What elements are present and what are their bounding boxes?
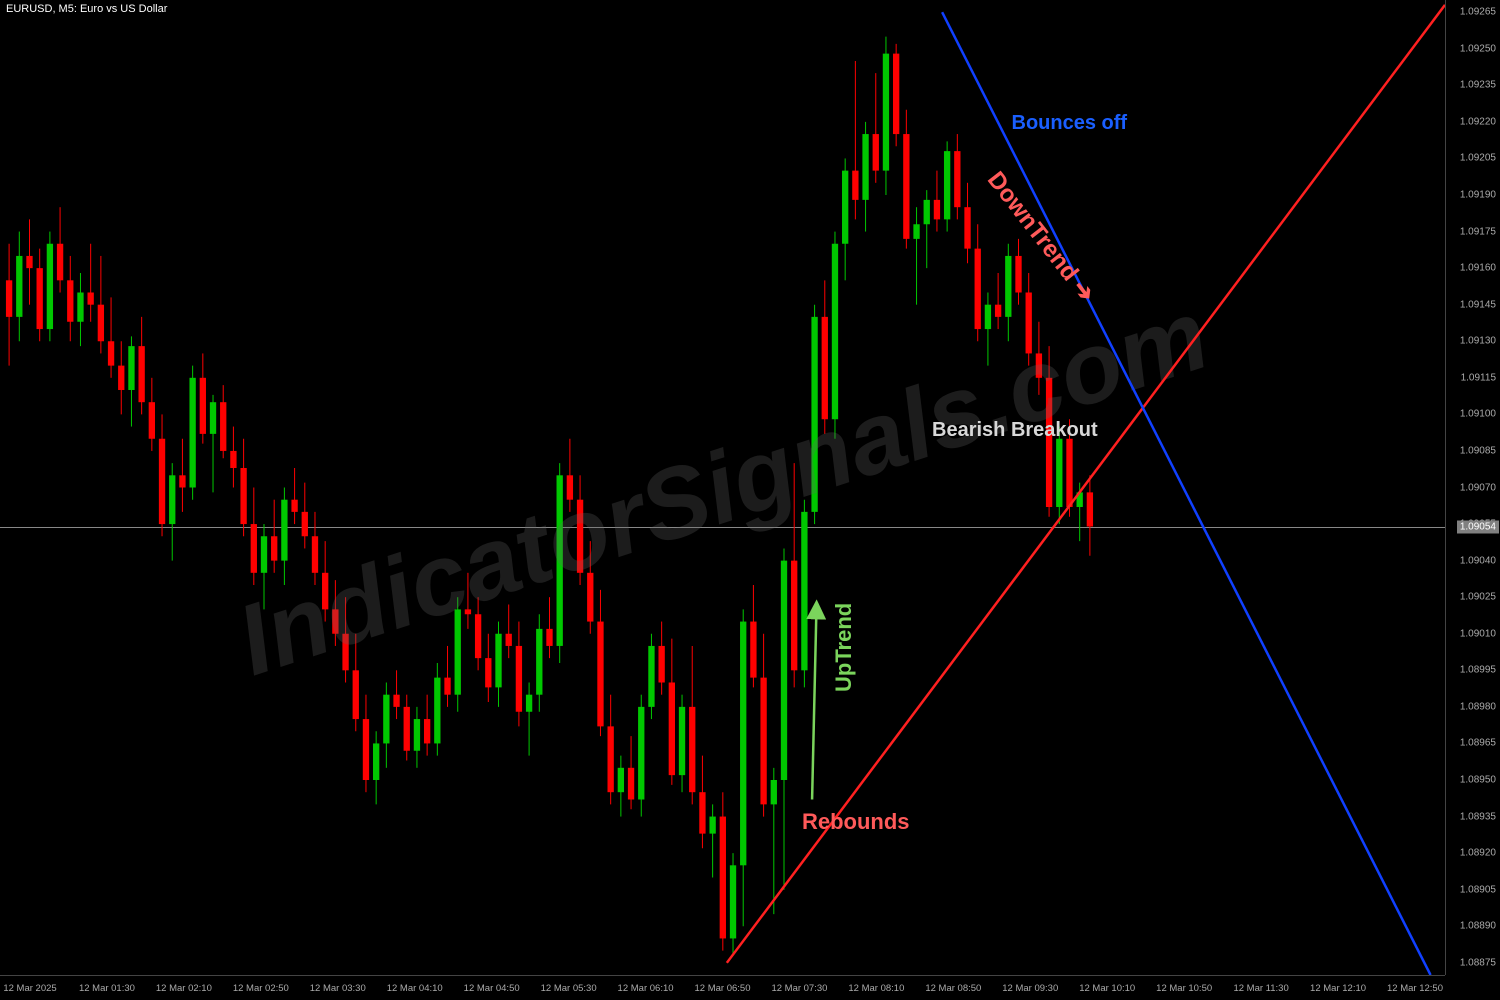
x-axis: 12 Mar 2025 12 Mar 01:30 12 Mar 02:10 12 Ma… [0,975,1445,1000]
y-tick-label: 1.08965 [1460,738,1496,749]
annotation-uptrend: UpTrend [831,603,857,692]
y-tick-label: 1.09100 [1460,409,1496,420]
y-tick-label: 1.08950 [1460,775,1496,786]
x-tick-label: 12 Mar 11:30 [1233,983,1288,994]
x-tick-label: 12 Mar 10:10 [1079,983,1135,994]
chart-title: EURUSD, M5: Euro vs US Dollar [6,3,167,15]
current-price-badge: 1.09054 [1457,520,1499,533]
x-tick-label: 12 Mar 07:30 [771,983,827,994]
annotation-breakout: Bearish Breakout [932,419,1098,442]
plot-area[interactable]: IndicatorSignals.com UpTrendReboundsDown… [0,0,1445,975]
x-tick-label: 12 Mar 12:10 [1310,983,1366,994]
y-tick-label: 1.09160 [1460,263,1496,274]
y-tick-label: 1.09235 [1460,80,1496,91]
y-tick-label: 1.09175 [1460,226,1496,237]
y-tick-label: 1.09205 [1460,153,1496,164]
y-tick-label: 1.09010 [1460,628,1496,639]
y-tick-label: 1.08875 [1460,957,1496,968]
y-tick-label: 1.09085 [1460,445,1496,456]
x-tick-label: 12 Mar 01:30 [79,983,135,994]
y-tick-label: 1.09145 [1460,299,1496,310]
x-tick-label: 12 Mar 08:50 [925,983,981,994]
y-tick-label: 1.09070 [1460,482,1496,493]
y-axis: 1.08875 1.08890 1.08905 1.08920 1.08935 1.089… [1445,0,1500,975]
y-tick-label: 1.09190 [1460,190,1496,201]
y-tick-label: 1.09250 [1460,43,1496,54]
y-tick-label: 1.08980 [1460,701,1496,712]
x-tick-label: 12 Mar 06:10 [618,983,674,994]
x-tick-label: 12 Mar 08:10 [848,983,904,994]
y-tick-label: 1.08920 [1460,848,1496,859]
y-tick-label: 1.09265 [1460,7,1496,18]
y-tick-label: 1.09040 [1460,555,1496,566]
x-tick-label: 12 Mar 2025 [3,983,56,994]
x-tick-label: 12 Mar 06:50 [695,983,751,994]
y-tick-label: 1.09220 [1460,116,1496,127]
x-tick-label: 12 Mar 12:50 [1387,983,1443,994]
y-tick-label: 1.08995 [1460,665,1496,676]
candlestick-layer [0,0,1445,975]
y-tick-label: 1.08890 [1460,921,1496,932]
x-tick-label: 12 Mar 02:10 [156,983,212,994]
x-tick-label: 12 Mar 09:30 [1002,983,1058,994]
chart-container: EURUSD, M5: Euro vs US Dollar IndicatorS… [0,0,1500,1000]
x-tick-label: 12 Mar 02:50 [233,983,289,994]
x-tick-label: 12 Mar 04:10 [387,983,443,994]
annotation-rebounds: Rebounds [802,809,910,835]
x-tick-label: 12 Mar 03:30 [310,983,366,994]
annotation-bounces: Bounces off [1012,112,1128,135]
y-tick-label: 1.08935 [1460,811,1496,822]
y-tick-label: 1.09130 [1460,336,1496,347]
y-tick-label: 1.09115 [1461,372,1496,383]
x-tick-label: 12 Mar 10:50 [1156,983,1212,994]
y-tick-label: 1.08905 [1460,884,1496,895]
y-tick-label: 1.09025 [1460,592,1496,603]
x-tick-label: 12 Mar 04:50 [464,983,520,994]
x-tick-label: 12 Mar 05:30 [541,983,597,994]
